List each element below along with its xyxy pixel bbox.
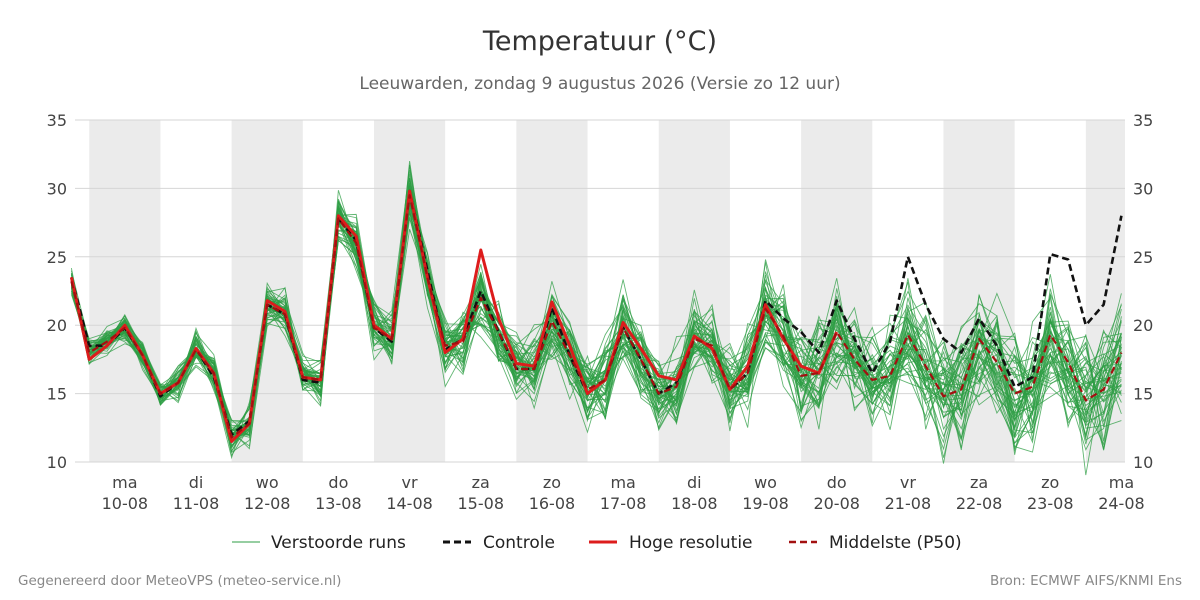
x-tick-day: di: [189, 473, 204, 492]
y-tick-label: 35: [1133, 111, 1153, 130]
legend: Verstoorde runs Controle Hoge resolutie …: [232, 533, 962, 553]
y-tick-label: 30: [47, 179, 67, 198]
ensemble-member-line: [70, 193, 1122, 444]
x-tick-date: 13-08: [315, 494, 362, 513]
x-tick-date: 24-08: [1098, 494, 1145, 513]
y-tick-label: 25: [47, 248, 67, 267]
x-tick-day: do: [827, 473, 847, 492]
x-tick-date: 10-08: [102, 494, 149, 513]
ensemble-member-line: [70, 212, 1122, 451]
x-tick-date: 14-08: [386, 494, 433, 513]
x-tick-day: ma: [1109, 473, 1134, 492]
x-tick-date: 23-08: [1027, 494, 1074, 513]
x-tick-day: vr: [402, 473, 418, 492]
series-line-middelste-p50: [70, 194, 1123, 439]
y-tick-label: 25: [1133, 248, 1153, 267]
y-tick-label: 10: [1133, 453, 1153, 472]
x-tick-date: 18-08: [671, 494, 718, 513]
footer-generated-by: Gegenereerd door MeteoVPS (meteo-service…: [18, 573, 341, 589]
y-tick-label: 10: [47, 453, 67, 472]
y-tick-label: 20: [47, 316, 67, 335]
legend-control-label: Controle: [483, 533, 555, 553]
x-tick-day: wo: [256, 473, 279, 492]
x-tick-date: 20-08: [813, 494, 860, 513]
legend-p50-label: Middelste (P50): [829, 533, 962, 553]
x-tick-date: 17-08: [600, 494, 647, 513]
x-tick-day: do: [328, 473, 348, 492]
main-series: [69, 189, 1123, 443]
x-tick-date: 22-08: [956, 494, 1003, 513]
y-tick-label: 30: [1133, 179, 1153, 198]
day-band: [89, 120, 161, 462]
x-tick-day: za: [472, 473, 490, 492]
y-axis-left: 10 15 20 25 30 35: [47, 111, 67, 472]
ensemble-member-line: [70, 198, 1122, 454]
x-tick-day: ma: [112, 473, 137, 492]
y-tick-label: 20: [1133, 316, 1153, 335]
x-tick-day: za: [970, 473, 988, 492]
y-tick-label: 35: [47, 111, 67, 130]
x-tick-day: di: [687, 473, 702, 492]
chart-subtitle: Leeuwarden, zondag 9 augustus 2026 (Vers…: [359, 74, 840, 94]
x-axis: ma 10-08 di 11-08 wo 12-08 do 13-08 vr 14-08 za 15-…: [102, 473, 1145, 513]
y-tick-label: 15: [1133, 385, 1153, 404]
day-band: [516, 120, 588, 462]
grid-lines: [75, 119, 1125, 463]
x-tick-day: wo: [754, 473, 777, 492]
x-tick-date: 21-08: [885, 494, 932, 513]
x-tick-day: vr: [900, 473, 916, 492]
x-tick-date: 12-08: [244, 494, 291, 513]
legend-ensemble-label: Verstoorde runs: [271, 533, 406, 553]
x-tick-date: 16-08: [529, 494, 576, 513]
chart-title: Temperatuur (°C): [482, 26, 717, 57]
x-tick-date: 11-08: [173, 494, 220, 513]
x-tick-day: ma: [610, 473, 635, 492]
x-tick-date: 19-08: [742, 494, 789, 513]
x-tick-day: zo: [543, 473, 561, 492]
x-tick-day: zo: [1041, 473, 1059, 492]
y-tick-label: 15: [47, 385, 67, 404]
ensemble-member-line: [70, 188, 1122, 442]
x-tick-date: 15-08: [458, 494, 505, 513]
legend-hires-label: Hoge resolutie: [629, 533, 753, 553]
y-axis-right: 10 15 20 25 30 35: [1133, 111, 1153, 472]
footer-source: Bron: ECMWF AIFS/KNMI Ens: [990, 573, 1182, 589]
